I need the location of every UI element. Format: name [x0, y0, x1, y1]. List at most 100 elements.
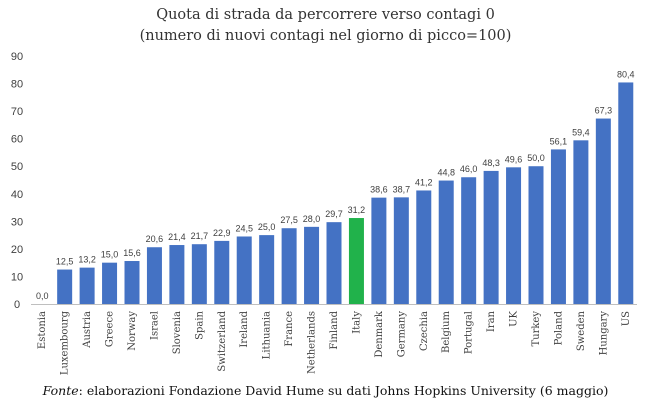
data-label: 21,4 [168, 232, 186, 242]
data-label: 25,0 [258, 222, 276, 232]
x-tick-label: Turkey [531, 311, 542, 347]
data-label: 80,4 [617, 69, 635, 79]
data-label: 46,0 [460, 164, 478, 174]
x-axis: Estonia Luxembourg Austria Greece Norway Isra… [31, 304, 637, 375]
y-tick-label: 40 [11, 189, 23, 201]
y-tick-label: 80 [11, 79, 23, 91]
data-label: 44,8 [437, 168, 455, 178]
bar [573, 140, 589, 304]
y-tick-label: 60 [11, 134, 23, 146]
data-label: 15,6 [123, 248, 141, 258]
x-tick-label: Spain [194, 310, 205, 339]
data-label: 24,5 [235, 223, 253, 233]
data-label: 21,7 [191, 231, 209, 241]
data-label: 56,1 [550, 136, 568, 146]
x-tick-label: Germany [396, 311, 407, 358]
data-labels: 0,0 12,5 13,2 15,0 15,6 20,6 21,4 21,7 22,9 24,5 2… [36, 69, 635, 301]
y-tick-label: 30 [11, 216, 23, 228]
x-tick-label: US [621, 311, 632, 326]
x-tick-label: Sweden [576, 310, 587, 351]
x-tick-label: Austria [82, 311, 93, 349]
bar [124, 261, 140, 304]
data-label: 48,3 [482, 158, 500, 168]
bar [214, 240, 230, 304]
data-label: 13,2 [78, 255, 96, 265]
x-tick-label: Lithuania [262, 311, 273, 359]
bar [191, 244, 207, 304]
bar [371, 197, 387, 304]
x-tick-label: Ireland [239, 310, 250, 347]
x-tick-label: Greece [105, 311, 116, 347]
bar [169, 245, 185, 304]
bar [281, 228, 297, 304]
chart-subtitle: (numero di nuovi contagi nel giorno di p… [139, 28, 512, 44]
data-label: 67,3 [595, 106, 613, 116]
bar [304, 226, 320, 304]
bar [146, 247, 162, 304]
x-tick-label: Israel [149, 311, 160, 340]
bar [506, 167, 522, 304]
x-tick-label: Switzerland [217, 310, 228, 371]
x-tick-label: Estonia [37, 311, 48, 349]
bar [528, 166, 544, 304]
bars [57, 82, 634, 304]
data-label: 28,0 [303, 214, 321, 224]
bar [393, 197, 409, 304]
x-tick-label: Hungary [598, 311, 609, 356]
x-tick-label: Italy [351, 311, 362, 334]
data-label: 15,0 [101, 250, 119, 260]
x-tick-label: Luxembourg [60, 310, 71, 375]
data-label: 59,4 [572, 127, 590, 137]
bar [259, 235, 275, 304]
bar [483, 170, 499, 304]
x-tick-label: France [284, 311, 295, 347]
data-label: 20,6 [146, 234, 164, 244]
x-tick-label: Iran [486, 310, 497, 332]
source-text: : elaborazioni Fondazione David Hume su … [78, 383, 609, 398]
data-label: 49,6 [505, 154, 523, 164]
x-tick-label: UK [509, 310, 520, 326]
data-label: 27,5 [280, 215, 298, 225]
x-tick-label: Norway [127, 311, 138, 351]
data-label: 41,2 [415, 177, 433, 187]
data-label: 38,6 [370, 185, 388, 195]
y-axis: 0 10 20 30 40 50 60 70 80 90 [11, 51, 23, 311]
bar [618, 82, 634, 304]
bar [236, 236, 252, 304]
x-tick-label: Slovenia [172, 311, 183, 354]
x-tick-label: Netherlands [307, 311, 318, 374]
x-tick-label: Belgium [441, 310, 452, 353]
data-label: 31,2 [348, 205, 366, 215]
y-tick-label: 90 [11, 51, 23, 63]
data-label: 12,5 [56, 257, 74, 267]
data-label: 29,7 [325, 209, 343, 219]
y-tick-label: 10 [11, 271, 23, 283]
y-tick-label: 50 [11, 161, 23, 173]
x-tick-label: Czechia [419, 311, 430, 351]
bar [595, 118, 611, 304]
bar [57, 269, 73, 304]
x-tick-label: Poland [553, 310, 564, 345]
y-tick-label: 70 [11, 106, 23, 118]
bar [348, 218, 364, 304]
bar [438, 180, 454, 304]
y-tick-label: 20 [11, 244, 23, 256]
x-tick-label: Portugal [464, 311, 475, 354]
y-tick-label: 0 [14, 299, 20, 311]
data-label: 50,0 [527, 153, 545, 163]
bar [416, 190, 432, 304]
bar [79, 267, 95, 304]
data-label: 22,9 [213, 228, 231, 238]
data-label: 38,7 [393, 184, 411, 194]
bar [326, 222, 342, 304]
source-label: Fonte [42, 383, 79, 398]
bar [550, 149, 566, 304]
chart-title: Quota di strada da percorrere verso cont… [156, 7, 495, 23]
data-label: 0,0 [36, 291, 49, 301]
x-tick-label: Denmark [374, 310, 385, 358]
bar [461, 177, 477, 304]
bar [102, 262, 118, 304]
x-tick-label: Finland [329, 310, 340, 349]
source-note: Fonte: elaborazioni Fondazione David Hum… [0, 383, 651, 398]
